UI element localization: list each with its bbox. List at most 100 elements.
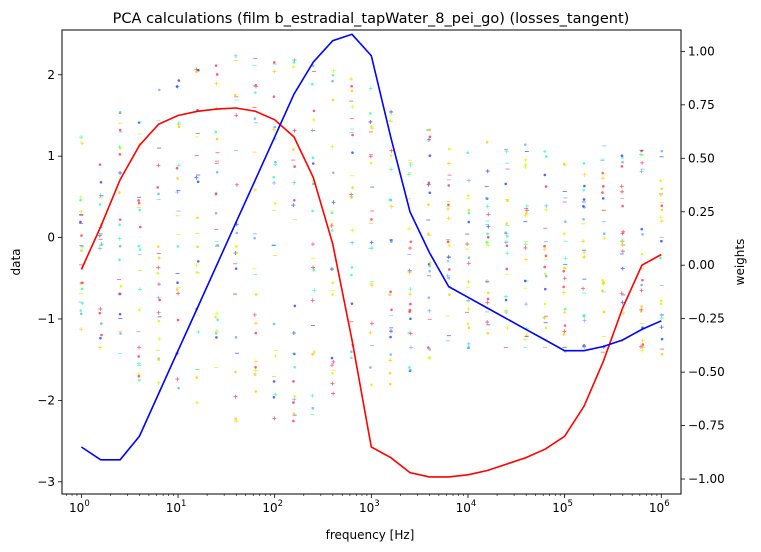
scatter-point-275 <box>293 304 297 308</box>
scatter-point-723 <box>660 149 664 153</box>
scatter-point-116 <box>158 298 162 302</box>
scatter-point-297 <box>312 288 317 293</box>
scatter-point-532 <box>506 199 509 203</box>
scatter-point-674 <box>620 189 625 194</box>
scatter-point-553 <box>524 143 527 146</box>
scatter-point-569 <box>523 245 528 250</box>
scatter-point-384 <box>389 335 392 339</box>
y-right-tick-label-5: 0.25 <box>688 205 715 219</box>
scatter-point-260 <box>271 127 276 132</box>
scatter-point-364 <box>369 321 374 326</box>
scatter-point-699 <box>640 345 645 350</box>
scatter-point-368 <box>369 112 372 115</box>
scatter-point-594 <box>543 302 547 306</box>
scatter-point-419 <box>409 302 412 306</box>
scatter-point-37 <box>100 333 103 337</box>
scatter-point-171 <box>214 211 218 215</box>
scatter-point-469 <box>447 203 450 207</box>
scatter-point-56 <box>117 236 122 241</box>
scatter-point-436 <box>426 137 431 142</box>
scatter-point-400 <box>389 167 394 172</box>
scatter-point-478 <box>448 293 451 296</box>
scatter-point-152 <box>194 175 199 180</box>
scatter-point-326 <box>331 79 334 83</box>
scatter-point-15 <box>79 135 84 140</box>
scatter-point-13 <box>79 309 83 312</box>
scatter-point-320 <box>331 293 334 296</box>
scatter-point-229 <box>253 321 258 326</box>
scatter-point-193 <box>234 267 238 270</box>
scatter-point-724 <box>659 256 662 260</box>
scatter-point-211 <box>234 417 238 420</box>
scatter-point-245 <box>272 380 276 383</box>
scatter-point-683 <box>621 311 626 316</box>
scatter-point-323 <box>331 372 334 375</box>
scatter-point-248 <box>274 160 277 164</box>
scatter-point-636 <box>581 239 586 244</box>
scatter-point-157 <box>196 329 201 334</box>
scatter-point-398 <box>389 148 394 153</box>
scatter-point-700 <box>640 227 644 231</box>
scatter-point-276 <box>293 365 297 369</box>
scatter-point-396 <box>388 198 392 202</box>
scatter-point-678 <box>620 231 625 236</box>
scatter-point-589 <box>543 244 546 248</box>
scatter-point-360 <box>369 161 373 165</box>
scatter-point-464 <box>446 216 451 221</box>
scatter-point-443 <box>428 264 431 268</box>
scatter-point-335 <box>331 200 336 205</box>
scatter-point-710 <box>640 252 644 256</box>
scatter-point-645 <box>582 344 587 349</box>
x-tick-label-4: 104 <box>456 499 477 515</box>
scatter-point-448 <box>428 269 431 273</box>
scatter-point-236 <box>253 373 257 376</box>
scatter-point-353 <box>350 104 355 109</box>
scatter-point-58 <box>118 244 122 248</box>
scatter-point-422 <box>408 246 413 251</box>
scatter-point-218 <box>253 359 258 364</box>
scatter-point-481 <box>466 151 469 155</box>
scatter-point-81 <box>138 378 141 382</box>
y-left-tick-label-1: −2 <box>37 393 55 407</box>
scatter-point-290 <box>311 406 315 410</box>
y-right-tick-label-2: −0.50 <box>688 365 725 379</box>
scatter-point-280 <box>293 199 296 202</box>
scatter-point-243 <box>272 416 277 421</box>
scatter-point-115 <box>156 186 160 189</box>
scatter-point-603 <box>561 290 566 295</box>
scatter-point-485 <box>466 178 471 183</box>
scatter-point-265 <box>292 128 297 133</box>
scatter-point-14 <box>79 327 84 332</box>
scatter-point-70 <box>118 218 122 221</box>
scatter-point-743 <box>659 219 664 224</box>
scatter-point-62 <box>118 170 123 175</box>
scatter-point-446 <box>428 154 432 158</box>
scatter-point-538 <box>504 298 508 302</box>
scatter-point-658 <box>601 191 604 194</box>
scatter-point-690 <box>620 239 625 244</box>
scatter-point-74 <box>138 248 142 251</box>
scatter-point-340 <box>350 356 353 360</box>
scatter-point-695 <box>620 300 625 305</box>
scatter-point-365 <box>370 383 373 387</box>
scatter-point-418 <box>408 366 411 369</box>
scatter-point-61 <box>118 223 121 227</box>
scatter-point-637 <box>583 184 586 188</box>
scatter-point-366 <box>369 240 374 245</box>
scatter-point-332 <box>329 223 334 228</box>
scatter-point-433 <box>427 346 430 349</box>
scatter-point-271 <box>293 165 296 168</box>
scatter-point-681 <box>621 204 624 208</box>
x-tick-exp-4: 4 <box>471 499 476 509</box>
scatter-point-462 <box>446 161 451 166</box>
scatter-point-488 <box>467 211 471 215</box>
scatter-point-113 <box>157 192 160 196</box>
scatter-point-402 <box>390 240 393 244</box>
scatter-point-78 <box>137 244 140 248</box>
scatter-point-96 <box>156 245 160 248</box>
scatter-point-16 <box>80 244 85 249</box>
scatter-point-32 <box>98 163 102 166</box>
scatter-point-496 <box>466 261 471 266</box>
scatter-point-688 <box>620 154 624 158</box>
scatter-point-93 <box>137 345 142 350</box>
